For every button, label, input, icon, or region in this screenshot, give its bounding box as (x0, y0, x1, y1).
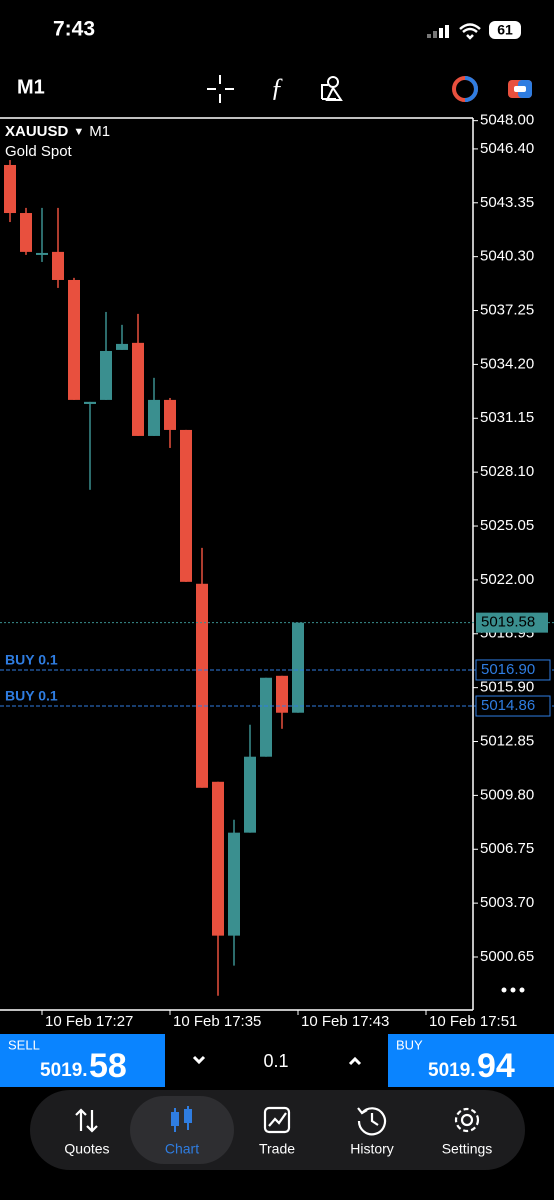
chart: 5048.00 5046.40 5043.35 5040.30 5037.25 5034.… (0, 112, 554, 1030)
chart-subtitle: Gold Spot (5, 143, 73, 160)
y-tick-label: 5012.85 (480, 732, 534, 749)
y-tick-label: 5048.00 (480, 112, 534, 129)
candle-body (68, 279, 80, 400)
y-tick-label: 5015.90 (480, 679, 534, 696)
wifi-icon (459, 23, 481, 40)
candle-body (116, 343, 128, 350)
x-tick-label: 10 Feb 17:51 (429, 1013, 517, 1030)
candle-body (164, 399, 176, 430)
candle-body (4, 164, 16, 214)
y-tick-label: 5037.25 (480, 301, 534, 318)
sell-label: SELL (8, 1037, 40, 1052)
tab-bar (30, 1090, 525, 1170)
dropdown-arrow: ▼ (73, 126, 84, 138)
candle-body (244, 756, 256, 833)
y-tick-label: 5040.30 (480, 248, 534, 265)
battery-level: 61 (497, 22, 513, 38)
x-tick-label: 10 Feb 17:43 (301, 1013, 389, 1030)
candle-body (228, 832, 240, 936)
buy-label: BUY (396, 1037, 423, 1052)
last-price-label: 5019.58 (481, 614, 535, 631)
y-tick-label: 5022.00 (480, 571, 534, 588)
tab-label[interactable]: Settings (442, 1141, 493, 1157)
order-price-box (475, 695, 551, 717)
tab-label[interactable]: Chart (165, 1141, 199, 1157)
order-price-label: 5014.86 (481, 697, 535, 714)
y-tick-label: 5006.75 (480, 840, 534, 857)
chart-symbol: XAUUSD ▼ M1 (5, 123, 110, 140)
candle-body (292, 622, 304, 713)
crosshair-button[interactable] (207, 75, 234, 103)
tab-label[interactable]: History (350, 1141, 394, 1157)
order-name[interactable]: BUY 0.1 (5, 688, 58, 704)
sell-button[interactable] (0, 1034, 165, 1087)
buy-button[interactable] (388, 1034, 554, 1087)
sell-price-pips: 58 (89, 1047, 127, 1085)
candle-body (52, 251, 64, 280)
y-tick-label: 5034.20 (480, 355, 534, 372)
candle-body (212, 781, 224, 936)
y-tick-label: 5009.80 (480, 786, 534, 803)
buy-price-main: 5019. (428, 1060, 476, 1081)
more-button[interactable] (501, 987, 525, 993)
volume-decrease[interactable] (192, 1055, 206, 1065)
candle-body (100, 350, 112, 400)
chart-icon[interactable] (171, 1106, 192, 1132)
order-name[interactable]: BUY 0.1 (5, 652, 58, 668)
y-tick-label: 5000.65 (480, 948, 534, 965)
signal-icon (427, 25, 449, 38)
order-price-label: 5016.90 (481, 661, 535, 678)
candle-body (132, 342, 144, 436)
timeframe: M1 (89, 123, 110, 140)
y-tick-label: 5003.70 (480, 894, 534, 911)
candle-body (276, 675, 288, 713)
candle-body (84, 401, 96, 404)
quotes-icon[interactable] (75, 1108, 98, 1133)
account-icon[interactable] (452, 76, 478, 102)
trade-icon[interactable] (508, 80, 532, 98)
volume[interactable]: 0.1 (263, 1051, 288, 1071)
trade-tab-icon[interactable] (263, 1106, 291, 1134)
candle-body (20, 213, 32, 252)
x-tick-label: 10 Feb 17:27 (45, 1013, 133, 1030)
objects-button[interactable] (321, 76, 343, 101)
volume-increase[interactable] (348, 1056, 362, 1066)
candle-body (148, 399, 160, 436)
y-tick-label: 5025.05 (480, 517, 534, 534)
candle-body (36, 252, 48, 255)
sell-price-main: 5019. (40, 1060, 88, 1081)
y-tick-label: 5031.15 (480, 409, 534, 426)
battery-icon (489, 21, 521, 39)
order-price-box (475, 659, 551, 681)
symbol: XAUUSD (5, 123, 69, 140)
status-time: 7:43 (53, 18, 95, 41)
tab-labels: Quotes Chart Trade History Settings (64, 1141, 492, 1157)
candle-body (196, 583, 208, 788)
x-tick-label: 10 Feb 17:35 (173, 1013, 261, 1030)
candle-body (260, 677, 272, 757)
y-tick-label: 5043.35 (480, 194, 534, 211)
last-price-box (476, 612, 548, 633)
history-icon[interactable] (357, 1107, 387, 1136)
y-tick-label: 5046.40 (480, 140, 534, 157)
settings-icon[interactable] (454, 1107, 480, 1133)
candle-body (180, 429, 192, 582)
tab-label[interactable]: Quotes (64, 1141, 109, 1157)
indicators-button[interactable]: ƒ (271, 73, 284, 102)
tab-label[interactable]: Trade (259, 1141, 295, 1157)
y-tick-label: 5028.10 (480, 463, 534, 480)
buy-price-pips: 94 (477, 1047, 515, 1085)
timeframe-button[interactable]: M1 (17, 76, 45, 98)
tab-active-highlight (130, 1096, 234, 1164)
